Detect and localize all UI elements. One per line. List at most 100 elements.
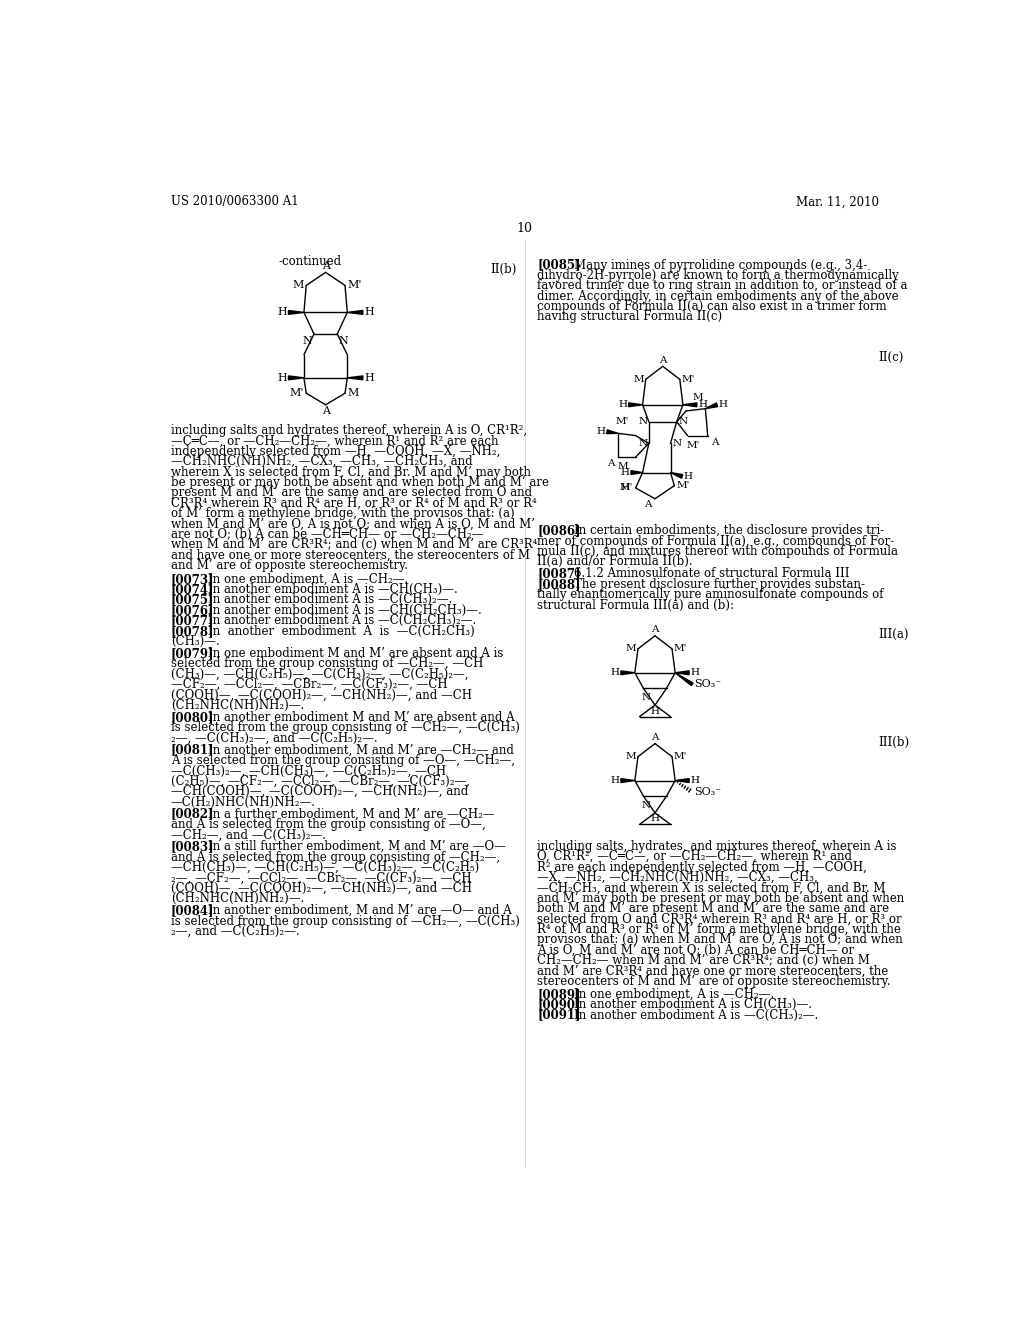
- Text: independently selected from —H, —COOH, —X, —NH₂,: independently selected from —H, —COOH, —…: [171, 445, 500, 458]
- Text: mula II(c), and mixtures thereof with compounds of Formula: mula II(c), and mixtures thereof with co…: [538, 545, 898, 558]
- Polygon shape: [675, 779, 689, 783]
- Text: and M’ are of opposite stereochemistry.: and M’ are of opposite stereochemistry.: [171, 560, 408, 572]
- Text: [0085]: [0085]: [538, 259, 581, 272]
- Text: both M and M’ are present M and M’ are the same and are: both M and M’ are present M and M’ are t…: [538, 903, 889, 915]
- Text: —CH(COOH)—, —C(COOH)₂—, —CH(NH₂)—, and: —CH(COOH)—, —C(COOH)₂—, —CH(NH₂)—, and: [171, 785, 468, 799]
- Text: II(b): II(b): [490, 263, 517, 276]
- Polygon shape: [631, 471, 643, 474]
- Text: SO₃⁻: SO₃⁻: [693, 787, 721, 797]
- Text: when M and M’ are CR³R⁴; and (c) when M and M’ are CR³R⁴: when M and M’ are CR³R⁴; and (c) when M …: [171, 539, 537, 552]
- Text: H: H: [365, 372, 374, 383]
- Text: R² are each independently selected from —H, —COOH,: R² are each independently selected from …: [538, 861, 867, 874]
- Text: M: M: [347, 388, 358, 399]
- Text: —CH(CH₃)—, —CH(C₂H₅)—, —C(CH₃)₂—, —C(C₂H₅): —CH(CH₃)—, —CH(C₂H₅)—, —C(CH₃)₂—, —C(C₂H…: [171, 861, 479, 874]
- Text: In one embodiment, A is —CH₂—.: In one embodiment, A is —CH₂—.: [574, 987, 774, 1001]
- Text: [0090]: [0090]: [538, 998, 581, 1011]
- Text: and M’ may both be present or may both be absent and when: and M’ may both be present or may both b…: [538, 892, 904, 904]
- Text: and A is selected from the group consisting of —O—,: and A is selected from the group consist…: [171, 818, 485, 830]
- Text: when M and M’ are O, A is not O; and when A is O, M and M’: when M and M’ are O, A is not O; and whe…: [171, 517, 535, 531]
- Text: be present or may both be absent and when both M and M’ are: be present or may both be absent and whe…: [171, 477, 549, 488]
- Text: M': M': [677, 482, 690, 490]
- Polygon shape: [347, 376, 362, 380]
- Text: and A is selected from the group consisting of —CH₂—,: and A is selected from the group consist…: [171, 850, 500, 863]
- Text: A: A: [659, 356, 667, 364]
- Text: —C(H₂)NHC(NH)NH₂—.: —C(H₂)NHC(NH)NH₂—.: [171, 796, 315, 809]
- Text: M': M': [681, 375, 694, 384]
- Polygon shape: [683, 403, 697, 407]
- Text: provisos that: (a) when M and M’ are O, A is not O; and when: provisos that: (a) when M and M’ are O, …: [538, 933, 903, 946]
- Text: (COOH)—, —C(COOH)₂—, —CH(NH₂)—, and —CH: (COOH)—, —C(COOH)₂—, —CH(NH₂)—, and —CH: [171, 689, 472, 701]
- Text: 6.1.2 Aminosulfonate of structural Formula III: 6.1.2 Aminosulfonate of structural Formu…: [574, 568, 850, 581]
- Text: H: H: [610, 776, 620, 785]
- Text: N: N: [642, 801, 651, 809]
- Text: [0073]: [0073]: [171, 573, 214, 586]
- Text: H: H: [650, 706, 659, 715]
- Text: M': M': [290, 388, 304, 399]
- Text: H: H: [365, 308, 374, 317]
- Text: [0076]: [0076]: [171, 603, 214, 616]
- Polygon shape: [706, 403, 718, 409]
- Text: [0083]: [0083]: [171, 841, 214, 853]
- Text: [0091]: [0091]: [538, 1008, 581, 1022]
- Text: [0074]: [0074]: [171, 583, 214, 597]
- Text: III(a): III(a): [879, 628, 908, 642]
- Text: M': M': [347, 280, 361, 290]
- Text: [0078]: [0078]: [171, 624, 214, 638]
- Text: A: A: [322, 407, 330, 416]
- Text: N: N: [638, 417, 647, 426]
- Text: A is O, M and M’ are not O; (b) A can be CH═CH— or: A is O, M and M’ are not O; (b) A can be…: [538, 944, 854, 957]
- Text: compounds of Formula II(a) can also exist in a trimer form: compounds of Formula II(a) can also exis…: [538, 300, 887, 313]
- Text: M': M': [674, 752, 687, 762]
- Text: R⁴ of M and R³ or R⁴ of M’ form a methylene bridge, with the: R⁴ of M and R³ or R⁴ of M’ form a methyl…: [538, 923, 901, 936]
- Text: M: M: [626, 752, 636, 762]
- Text: [0079]: [0079]: [171, 647, 214, 660]
- Text: stereocenters of M and M’ are of opposite stereochemistry.: stereocenters of M and M’ are of opposit…: [538, 975, 891, 987]
- Text: ₂—, —C(CH₃)₂—, and —C(C₂H₅)₂—.: ₂—, —C(CH₃)₂—, and —C(C₂H₅)₂—.: [171, 731, 377, 744]
- Text: In another embodiment, M and M’ are —CH₂— and: In another embodiment, M and M’ are —CH₂…: [208, 743, 514, 756]
- Text: [0082]: [0082]: [171, 808, 214, 821]
- Polygon shape: [606, 430, 617, 434]
- Text: Mar. 11, 2010: Mar. 11, 2010: [796, 195, 879, 209]
- Polygon shape: [671, 473, 683, 478]
- Text: In one embodiment, A is —CH₂—.: In one embodiment, A is —CH₂—.: [208, 573, 409, 586]
- Text: [0087]: [0087]: [538, 568, 581, 581]
- Text: M: M: [293, 280, 304, 290]
- Polygon shape: [675, 673, 693, 685]
- Text: ₂—, and —C(C₂H₅)₂—.: ₂—, and —C(C₂H₅)₂—.: [171, 925, 299, 939]
- Text: In another embodiment M and M’ are absent and A: In another embodiment M and M’ are absen…: [208, 711, 514, 723]
- Text: (CH₂NHC(NH)NH₂)—.: (CH₂NHC(NH)NH₂)—.: [171, 700, 304, 711]
- Text: and have one or more stereocenters, the stereocenters of M: and have one or more stereocenters, the …: [171, 549, 529, 562]
- Text: (CH₃)—.: (CH₃)—.: [171, 635, 219, 648]
- Text: present M and M’ are the same and are selected from O and: present M and M’ are the same and are se…: [171, 487, 531, 499]
- Text: M': M': [620, 483, 633, 492]
- Text: N: N: [642, 693, 651, 702]
- Text: —C═C—, or —CH₂—CH₂—, wherein R¹ and R² are each: —C═C—, or —CH₂—CH₂—, wherein R¹ and R² a…: [171, 434, 498, 447]
- Text: In one embodiment M and M’ are absent and A is: In one embodiment M and M’ are absent an…: [208, 647, 503, 660]
- Text: wherein X is selected from F, Cl, and Br. M and M’ may both: wherein X is selected from F, Cl, and Br…: [171, 466, 530, 479]
- Text: M': M': [674, 644, 687, 653]
- Text: is selected from the group consisting of —CH₂—, —C(CH₃): is selected from the group consisting of…: [171, 721, 519, 734]
- Text: H: H: [621, 483, 630, 492]
- Text: O, CR¹R², —C═C—, or —CH₂—CH₂—, wherein R¹ and: O, CR¹R², —C═C—, or —CH₂—CH₂—, wherein R…: [538, 850, 852, 863]
- Text: selected from O and CR³R⁴ wherein R³ and R⁴ are H, or R³ or: selected from O and CR³R⁴ wherein R³ and…: [538, 912, 902, 925]
- Text: H: H: [719, 400, 727, 409]
- Text: M: M: [617, 462, 628, 471]
- Text: M: M: [626, 644, 636, 653]
- Text: of M’ form a methylene bridge, with the provisos that: (a): of M’ form a methylene bridge, with the …: [171, 507, 514, 520]
- Text: H: H: [278, 372, 287, 383]
- Text: N: N: [303, 335, 312, 346]
- Text: [0086]: [0086]: [538, 524, 581, 537]
- Text: SO₃⁻: SO₃⁻: [693, 680, 721, 689]
- Text: In certain embodiments, the disclosure provides tri-: In certain embodiments, the disclosure p…: [574, 524, 885, 537]
- Text: favored trimer due to ring strain in addition to, or instead of a: favored trimer due to ring strain in add…: [538, 280, 907, 292]
- Text: [0081]: [0081]: [171, 743, 214, 756]
- Text: M: M: [634, 375, 644, 384]
- Text: II(a) and/or Formula II(b).: II(a) and/or Formula II(b).: [538, 556, 693, 569]
- Polygon shape: [289, 376, 304, 380]
- Polygon shape: [621, 671, 635, 675]
- Polygon shape: [629, 403, 643, 407]
- Text: [0075]: [0075]: [171, 594, 214, 606]
- Text: In another embodiment, M and M’ are —O— and A: In another embodiment, M and M’ are —O— …: [208, 904, 512, 917]
- Text: mer of compounds of Formula II(a), e.g., compounds of For-: mer of compounds of Formula II(a), e.g.,…: [538, 535, 894, 548]
- Text: CR³R⁴ wherein R³ and R⁴ are H, or R³ or R⁴ of M and R³ or R⁴: CR³R⁴ wherein R³ and R⁴ are H, or R³ or …: [171, 496, 537, 510]
